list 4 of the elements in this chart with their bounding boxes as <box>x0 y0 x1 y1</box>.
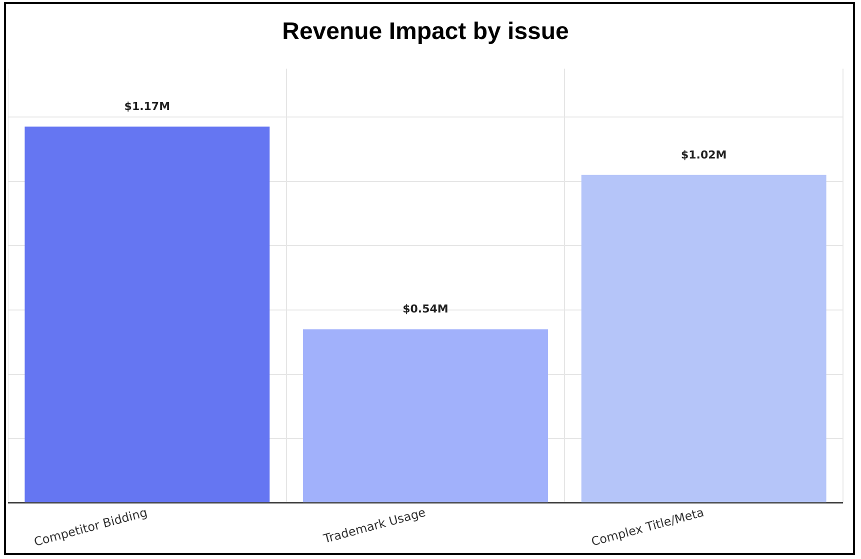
data-label: $1.02M <box>680 148 727 162</box>
data-label: $1.17M <box>124 100 170 114</box>
data-label: $0.54M <box>402 302 448 316</box>
chart-title: Revenue Impact by issue <box>282 18 569 46</box>
